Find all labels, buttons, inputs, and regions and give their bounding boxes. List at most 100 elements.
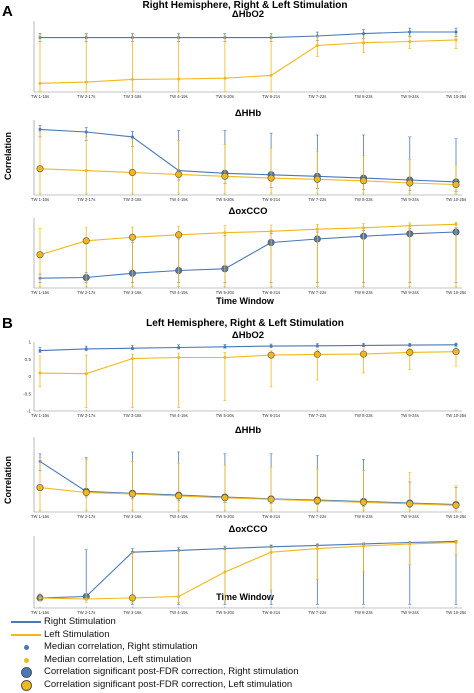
x-tick-label: TW 1-16s bbox=[31, 197, 49, 202]
x-tick-label: TW 3-18s bbox=[123, 94, 141, 99]
right-series-line bbox=[39, 128, 457, 183]
legend-left-median: Median correlation, Left stimulation bbox=[8, 654, 299, 667]
x-tick-label: TW 4-19s bbox=[170, 413, 188, 418]
x-tick-label: TW 7-22s bbox=[308, 413, 326, 418]
x-tick-label: TW 4-19s bbox=[170, 94, 188, 99]
left-significant-point bbox=[175, 170, 183, 178]
right-median-point bbox=[269, 344, 273, 348]
left-significant-point bbox=[175, 231, 183, 239]
x-tick-label: TW 10-25s bbox=[446, 290, 466, 295]
left-significant-point bbox=[221, 494, 229, 502]
x-tick-label: TW 1-16s bbox=[31, 514, 49, 519]
x-tick-label: TW 4-19s bbox=[170, 290, 188, 295]
right-series-line bbox=[39, 344, 457, 352]
left-median-point bbox=[315, 547, 319, 551]
left-median-point bbox=[408, 224, 412, 228]
x-tick-label: TW 2-17s bbox=[77, 610, 95, 615]
panel-letter-b: B bbox=[2, 315, 13, 332]
left-significant-point bbox=[406, 179, 414, 187]
y-tick-label: 0 bbox=[28, 374, 31, 379]
x-tick-label: TW 6-21s bbox=[262, 94, 280, 99]
left-median-point bbox=[362, 41, 366, 45]
left-significant-point bbox=[82, 237, 90, 245]
left-median-point bbox=[223, 76, 227, 80]
left-significant-point bbox=[406, 500, 414, 508]
x-tick-label: TW 10-25s bbox=[446, 413, 466, 418]
x-tick-label: TW 8-23s bbox=[354, 197, 372, 202]
left-median-point bbox=[223, 231, 227, 235]
left-series-line bbox=[39, 487, 457, 506]
x-tick-label: TW 4-19s bbox=[170, 610, 188, 615]
panel-b-time-label: Time Window bbox=[216, 592, 275, 602]
x-tick-label: TW 10-25s bbox=[446, 94, 466, 99]
x-tick-label: TW 5-20s bbox=[216, 290, 234, 295]
left-median-point bbox=[84, 372, 88, 376]
x-tick-label: TW 3-18s bbox=[123, 610, 141, 615]
left-median-point bbox=[315, 43, 319, 47]
left-significant-point bbox=[360, 350, 368, 358]
left-significant-point bbox=[360, 177, 368, 185]
left-significant-point bbox=[221, 172, 229, 180]
x-tick-label: TW 2-17s bbox=[77, 290, 95, 295]
left-significant-point bbox=[175, 492, 183, 500]
legend-right-line: Right Stimulation bbox=[8, 616, 299, 629]
correlation-label-a: Correlation bbox=[3, 132, 13, 180]
left-median-point bbox=[38, 596, 42, 600]
left-significant-point bbox=[313, 497, 321, 505]
legend-left-sig: Correlation significant post-FDR correct… bbox=[8, 679, 299, 692]
subplot-title: ΔoxCCO bbox=[228, 524, 267, 535]
right-median-point bbox=[408, 343, 412, 347]
x-tick-label: TW 5-20s bbox=[216, 94, 234, 99]
x-tick-label: TW 9-24s bbox=[401, 94, 419, 99]
left-median-point bbox=[454, 38, 458, 42]
x-tick-label: TW 9-24s bbox=[401, 610, 419, 615]
panel-a-title: Right Hemisphere, Right & Left Stimulati… bbox=[142, 0, 347, 11]
left-median-point bbox=[454, 540, 458, 544]
left-significant-point bbox=[313, 350, 321, 358]
left-series-line bbox=[39, 39, 457, 84]
legend: Right Stimulation Left Stimulation Media… bbox=[8, 616, 299, 692]
x-tick-label: TW 3-18s bbox=[123, 514, 141, 519]
right-series-line bbox=[39, 231, 457, 279]
subplot-b-hhb: ΔHHb TW 1-16s TW 2-17s TW 3-18s TW 4-19s TW 5… bbox=[31, 425, 466, 519]
panel-b-title: Left Hemisphere, Right & Left Stimulatio… bbox=[146, 318, 344, 329]
left-median-point bbox=[84, 80, 88, 84]
left-significant-point bbox=[452, 501, 460, 509]
x-tick-label: TW 6-21s bbox=[262, 197, 280, 202]
left-median-point bbox=[315, 227, 319, 231]
right-median-point bbox=[454, 343, 458, 347]
x-tick-label: TW 5-20s bbox=[216, 197, 234, 202]
legend-left-line-label: Left Stimulation bbox=[44, 628, 110, 640]
x-tick-label: TW 3-18s bbox=[123, 197, 141, 202]
right-median-point bbox=[454, 30, 458, 34]
legend-left-median-dot bbox=[8, 657, 44, 663]
x-tick-label: TW 4-19s bbox=[170, 197, 188, 202]
x-tick-label: TW 8-23s bbox=[354, 514, 372, 519]
legend-left-sig-label: Correlation significant post-FDR correct… bbox=[44, 678, 293, 690]
left-significant-point bbox=[128, 490, 136, 498]
left-median-point bbox=[130, 77, 134, 81]
x-tick-label: TW 7-22s bbox=[308, 514, 326, 519]
left-series-line bbox=[39, 351, 457, 375]
legend-right-line-swatch bbox=[8, 621, 44, 624]
legend-right-median-dot bbox=[8, 644, 44, 650]
panel-letter-a: A bbox=[2, 3, 13, 20]
legend-right-sig: Correlation significant post-FDR correct… bbox=[8, 666, 299, 679]
x-tick-label: TW 3-18s bbox=[123, 413, 141, 418]
legend-left-line-swatch bbox=[8, 633, 44, 636]
x-tick-label: TW 6-21s bbox=[262, 413, 280, 418]
right-median-point bbox=[177, 346, 181, 350]
left-significant-point bbox=[267, 174, 275, 182]
x-tick-label: TW 2-17s bbox=[77, 94, 95, 99]
legend-right-median: Median correlation, Right stimulation bbox=[8, 641, 299, 654]
left-significant-point bbox=[128, 169, 136, 177]
left-series-line bbox=[39, 541, 457, 600]
right-median-point bbox=[362, 343, 366, 347]
right-median-point bbox=[408, 30, 412, 34]
subplot-title: ΔHHb bbox=[235, 108, 262, 119]
legend-right-line-label: Right Stimulation bbox=[44, 616, 116, 627]
x-tick-label: TW 5-20s bbox=[216, 610, 234, 615]
left-median-point bbox=[408, 40, 412, 44]
left-series-line bbox=[39, 168, 457, 186]
x-tick-label: TW 1-16s bbox=[31, 290, 49, 295]
